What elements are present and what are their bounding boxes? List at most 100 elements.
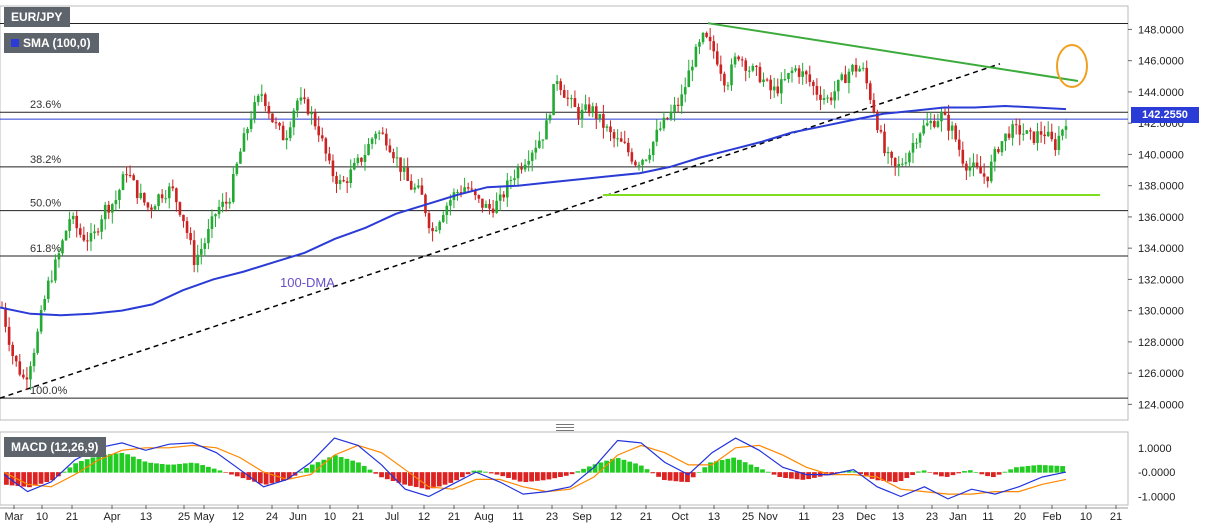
macd-histogram-bar [500, 472, 506, 477]
candle-body [1011, 124, 1014, 138]
candle-body [520, 167, 523, 170]
macd-histogram-bar [892, 472, 898, 483]
candle-body [495, 200, 498, 213]
symbol-badge[interactable]: EUR/JPY [4, 7, 71, 27]
candle-body [559, 81, 562, 91]
macd-histogram-bar [84, 459, 90, 473]
candle-body [943, 112, 947, 115]
macd-histogram-bar [1025, 466, 1031, 473]
macd-histogram-bar [679, 472, 685, 482]
candle-body [253, 102, 256, 119]
macd-histogram-bar [113, 453, 119, 473]
macd-histogram-bar [967, 470, 973, 473]
candle-body [609, 126, 612, 133]
candle-body [933, 120, 936, 127]
macd-histogram-bar [915, 471, 921, 473]
macd-histogram-bar [442, 472, 448, 485]
macd-histogram-bar [304, 467, 309, 473]
macd-histogram-bar [425, 472, 431, 490]
macd-histogram-bar [985, 472, 990, 477]
candle-body [331, 160, 335, 177]
candle-body [1021, 133, 1025, 135]
macd-histogram-bar [535, 472, 540, 481]
macd-histogram-bar [252, 472, 257, 482]
candle-body [883, 131, 886, 154]
macd-histogram-bar [1042, 465, 1048, 473]
sma-badge[interactable]: SMA (100,0) [4, 33, 99, 53]
candle-body [96, 231, 100, 233]
candle-body [207, 228, 210, 244]
candle-body [1032, 131, 1036, 144]
macd-histogram-bar [852, 471, 858, 473]
candle-body [1029, 130, 1032, 132]
macd-histogram-bar [488, 472, 494, 474]
macd-badge[interactable]: MACD (12,26,9) [4, 437, 107, 457]
candle-body [545, 120, 548, 140]
macd-histogram-bar [719, 460, 725, 473]
macd-histogram-bar [217, 470, 223, 473]
macd-histogram-bar [552, 472, 558, 479]
sma-100-line [0, 104, 1067, 317]
candle-body [552, 84, 555, 116]
candle-body [584, 104, 587, 110]
candle-body [801, 71, 804, 77]
candle-body [719, 64, 723, 74]
candle-body [936, 121, 940, 127]
candle-body [947, 114, 950, 131]
candle-body [876, 112, 879, 131]
candle-body [886, 151, 890, 154]
candle-body [733, 56, 737, 65]
candle-body [249, 118, 253, 129]
candle-body [833, 91, 836, 101]
macd-histogram-bar [950, 472, 956, 476]
candle-body [538, 140, 541, 148]
price-tick-label: 146.0000 [1138, 56, 1184, 68]
candle-body [164, 198, 167, 200]
candle-body [872, 99, 876, 113]
candle-body [221, 201, 224, 207]
candle-body [772, 86, 776, 91]
candle-body [840, 74, 844, 80]
macd-histogram-bar [408, 472, 413, 486]
last-price-tag: 142.2550 [1131, 107, 1199, 123]
macd-histogram-bar [794, 472, 800, 480]
x-tick-label: 11 [512, 511, 523, 523]
candle-body [274, 122, 278, 124]
macd-histogram-bar [159, 463, 165, 473]
macd-signal-line [3, 444, 1067, 495]
candle-body [783, 79, 787, 81]
x-tick-label: Apr [103, 511, 120, 523]
candle-body [267, 106, 271, 114]
macd-histogram-bar [44, 472, 50, 482]
macd-histogram-bar [200, 465, 206, 473]
macd-histogram-bar [575, 471, 581, 473]
candle-body [281, 125, 285, 141]
macd-histogram-bar [939, 472, 944, 477]
x-tick-label: Feb [1043, 511, 1062, 523]
macd-histogram-bar [148, 462, 154, 473]
candle-body [861, 67, 865, 69]
candle-body [18, 361, 22, 375]
macd-histogram-bar [656, 472, 661, 477]
candle-body [740, 59, 744, 61]
candle-body [392, 152, 395, 159]
macd-histogram-bar [413, 472, 419, 488]
panel-resize-grip-icon[interactable] [556, 424, 574, 431]
symbol-label: EUR/JPY [11, 10, 63, 24]
x-tick-label: 23 [546, 511, 558, 523]
macd-histogram-bar [563, 472, 569, 476]
macd-histogram-bar [754, 466, 760, 473]
x-tick-label: Jun [289, 511, 307, 523]
candle-body [893, 157, 897, 167]
candle-body [178, 202, 182, 215]
candle-body [527, 160, 530, 165]
macd-histogram-bar [448, 472, 454, 483]
candle-body [790, 70, 794, 74]
candle-body [402, 167, 406, 172]
candle-body [911, 142, 915, 153]
candle-body [701, 32, 705, 43]
x-tick-label: 12 [610, 511, 622, 523]
candle-body [619, 138, 623, 142]
macd-histogram-bar [546, 472, 552, 480]
